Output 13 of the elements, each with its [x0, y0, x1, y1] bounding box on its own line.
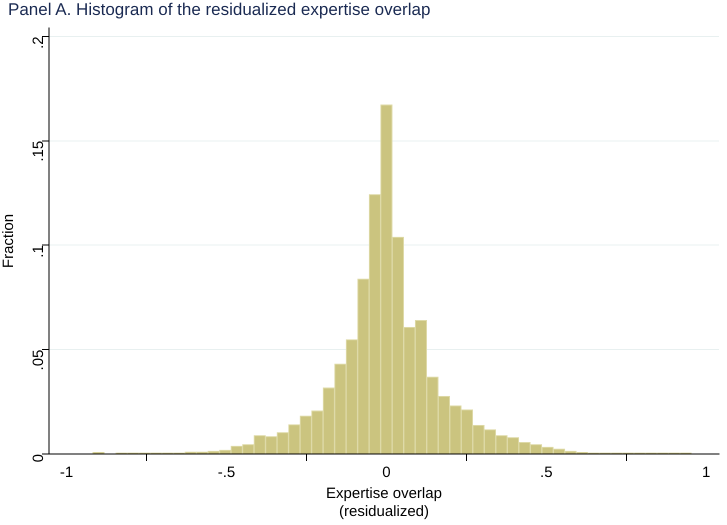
y-tick-label: .1 [30, 245, 48, 258]
chart-title: Panel A. Histogram of the residualized expertise overlap [8, 0, 430, 20]
x-tick-label: -.5 [218, 464, 236, 482]
y-tick-label: .15 [30, 140, 48, 162]
x-axis-title: Expertise overlap (residualized) [326, 485, 442, 520]
y-axis-title: Fraction [0, 214, 18, 268]
x-tick-label: 1 [702, 464, 710, 482]
y-tick-label: .2 [30, 36, 48, 49]
x-tick-label: 0 [382, 464, 391, 482]
y-tick-label: 0 [30, 454, 48, 462]
x-tick-label: -1 [60, 464, 74, 482]
x-tick-label: .5 [540, 464, 553, 482]
y-tick-label: .05 [30, 350, 48, 370]
